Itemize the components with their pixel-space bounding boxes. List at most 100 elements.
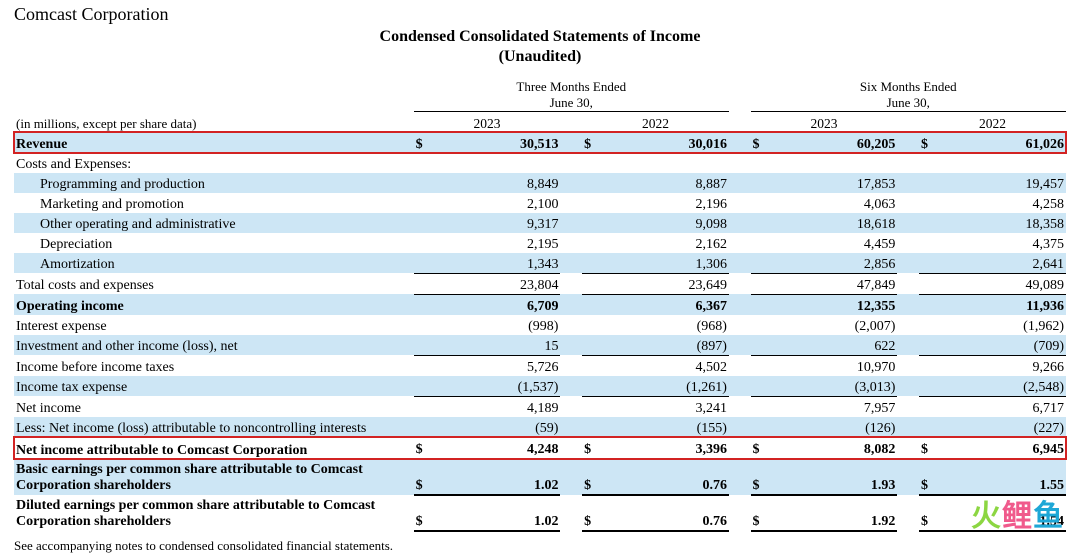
- currency-symbol: [919, 335, 936, 356]
- table-row: Total costs and expenses23,80423,64947,8…: [14, 273, 1066, 294]
- currency-symbol: [414, 417, 431, 438]
- cell-value: 15: [431, 335, 561, 356]
- table-row: Income before income taxes5,7264,50210,9…: [14, 355, 1066, 376]
- currency-symbol: [751, 315, 768, 335]
- table-row: Costs and Expenses:: [14, 153, 1066, 173]
- cell-value: [936, 153, 1066, 173]
- row-label: Income before income taxes: [14, 355, 414, 376]
- row-label: Income tax expense: [14, 376, 414, 397]
- currency-symbol: [919, 273, 936, 294]
- currency-symbol: $: [582, 495, 599, 531]
- currency-symbol: [751, 396, 768, 417]
- column-year: 2022: [582, 111, 729, 132]
- currency-symbol: $: [414, 437, 431, 459]
- currency-symbol: $: [414, 495, 431, 531]
- cell-value: 23,804: [431, 273, 561, 294]
- currency-symbol: [582, 315, 599, 335]
- currency-symbol: [919, 213, 936, 233]
- row-label: Programming and production: [14, 173, 414, 193]
- cell-value: 8,082: [768, 437, 898, 459]
- row-label: Diluted earnings per common share attrib…: [14, 495, 414, 531]
- table-row: Revenue$30,513$30,016$60,205$61,026: [14, 132, 1066, 153]
- currency-symbol: [414, 355, 431, 376]
- currency-symbol: [751, 213, 768, 233]
- cell-value: 0.76: [599, 495, 729, 531]
- row-label: Net income: [14, 396, 414, 417]
- cell-value: 2,195: [431, 233, 561, 253]
- cell-value: 10,970: [768, 355, 898, 376]
- table-row: Other operating and administrative9,3179…: [14, 213, 1066, 233]
- row-label: Amortization: [14, 253, 414, 274]
- table-row: Marketing and promotion2,1002,1964,0634,…: [14, 193, 1066, 213]
- table-caption: (in millions, except per share data): [14, 111, 414, 132]
- currency-symbol: [582, 273, 599, 294]
- cell-value: (2,007): [768, 315, 898, 335]
- cell-value: [431, 153, 561, 173]
- cell-value: 2,196: [599, 193, 729, 213]
- cell-value: 1.92: [768, 495, 898, 531]
- table-row: Net income attributable to Comcast Corpo…: [14, 437, 1066, 459]
- cell-value: 4,258: [936, 193, 1066, 213]
- currency-symbol: [582, 233, 599, 253]
- row-label: Depreciation: [14, 233, 414, 253]
- row-label: Basic earnings per common share attribut…: [14, 459, 414, 495]
- table-row: Diluted earnings per common share attrib…: [14, 495, 1066, 531]
- row-label: Investment and other income (loss), net: [14, 335, 414, 356]
- currency-symbol: [582, 355, 599, 376]
- currency-symbol: $: [919, 495, 936, 531]
- table-row: Less: Net income (loss) attributable to …: [14, 417, 1066, 438]
- table-row: Depreciation2,1952,1624,4594,375: [14, 233, 1066, 253]
- page-title: Condensed Consolidated Statements of Inc…: [14, 27, 1066, 67]
- row-label: Interest expense: [14, 315, 414, 335]
- currency-symbol: [751, 294, 768, 315]
- cell-value: 4,063: [768, 193, 898, 213]
- row-label: Operating income: [14, 294, 414, 315]
- cell-value: 1.54: [936, 495, 1066, 531]
- cell-value: (1,962): [936, 315, 1066, 335]
- cell-value: 19,457: [936, 173, 1066, 193]
- cell-value: (1,537): [431, 376, 561, 397]
- column-year: 2023: [414, 111, 561, 132]
- row-label: Revenue: [14, 132, 414, 153]
- currency-symbol: [582, 294, 599, 315]
- currency-symbol: [751, 335, 768, 356]
- currency-symbol: $: [751, 132, 768, 153]
- cell-value: 2,100: [431, 193, 561, 213]
- currency-symbol: [414, 396, 431, 417]
- table-row: Basic earnings per common share attribut…: [14, 459, 1066, 495]
- cell-value: 622: [768, 335, 898, 356]
- currency-symbol: [414, 294, 431, 315]
- currency-symbol: [751, 376, 768, 397]
- currency-symbol: [582, 335, 599, 356]
- cell-value: 2,856: [768, 253, 898, 274]
- cell-value: (2,548): [936, 376, 1066, 397]
- cell-value: 2,641: [936, 253, 1066, 274]
- table-row: Programming and production8,8498,88717,8…: [14, 173, 1066, 193]
- cell-value: 17,853: [768, 173, 898, 193]
- currency-symbol: [414, 193, 431, 213]
- row-label: Net income attributable to Comcast Corpo…: [14, 437, 414, 459]
- cell-value: 11,936: [936, 294, 1066, 315]
- currency-symbol: $: [414, 459, 431, 495]
- currency-symbol: [582, 153, 599, 173]
- table-row: Income tax expense(1,537)(1,261)(3,013)(…: [14, 376, 1066, 397]
- currency-symbol: [919, 396, 936, 417]
- cell-value: 49,089: [936, 273, 1066, 294]
- row-label: Less: Net income (loss) attributable to …: [14, 417, 414, 438]
- table-row: Net income4,1893,2417,9576,717: [14, 396, 1066, 417]
- cell-value: 1.93: [768, 459, 898, 495]
- currency-symbol: [751, 193, 768, 213]
- currency-symbol: [582, 213, 599, 233]
- table-row: Interest expense(998)(968)(2,007)(1,962): [14, 315, 1066, 335]
- cell-value: 7,957: [768, 396, 898, 417]
- cell-value: (3,013): [768, 376, 898, 397]
- cell-value: 18,618: [768, 213, 898, 233]
- currency-symbol: [582, 376, 599, 397]
- cell-value: (968): [599, 315, 729, 335]
- cell-value: 8,849: [431, 173, 561, 193]
- cell-value: 1.55: [936, 459, 1066, 495]
- currency-symbol: $: [751, 459, 768, 495]
- currency-symbol: [414, 233, 431, 253]
- currency-symbol: $: [582, 459, 599, 495]
- currency-symbol: [751, 253, 768, 274]
